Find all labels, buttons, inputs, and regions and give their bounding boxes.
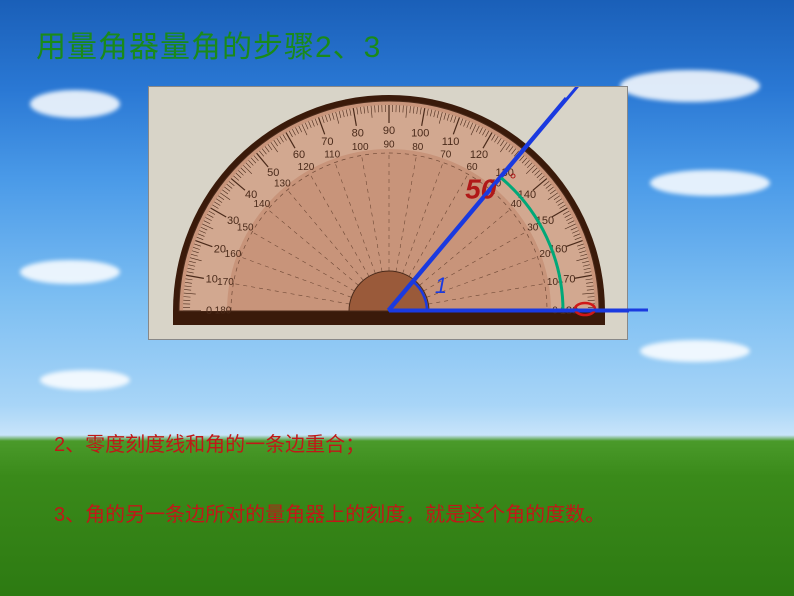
- svg-text:70: 70: [321, 136, 333, 148]
- svg-text:20: 20: [539, 249, 551, 260]
- svg-text:80: 80: [352, 128, 364, 140]
- svg-text:10: 10: [547, 277, 559, 288]
- step-2-text: 2、零度刻度线和角的一条边重合；: [54, 428, 365, 457]
- svg-text:120: 120: [470, 149, 488, 161]
- svg-text:10: 10: [206, 274, 218, 286]
- svg-text:0: 0: [206, 305, 212, 317]
- svg-text:70: 70: [440, 150, 452, 161]
- svg-text:160: 160: [225, 249, 242, 260]
- svg-text:170: 170: [217, 277, 234, 288]
- svg-text:80: 80: [412, 142, 424, 153]
- svg-text:180: 180: [215, 306, 232, 317]
- svg-text:60: 60: [293, 149, 305, 161]
- svg-text:60: 60: [466, 162, 478, 173]
- step-3-text: 3、角的另一条边所对的量角器上的刻度，就是这个角的度数。: [54, 498, 605, 527]
- svg-text:120: 120: [298, 162, 315, 173]
- slide: 用量角器量角的步骤2、3 018010170201603015040140501…: [0, 0, 794, 596]
- svg-text:30: 30: [527, 223, 539, 234]
- cloud-deco: [640, 340, 750, 362]
- svg-text:110: 110: [324, 150, 340, 161]
- svg-text:140: 140: [253, 199, 270, 210]
- cloud-deco: [650, 170, 770, 196]
- cloud-deco: [20, 260, 120, 284]
- svg-text:130: 130: [274, 178, 291, 189]
- svg-text:50: 50: [267, 167, 279, 179]
- cloud-deco: [620, 70, 760, 102]
- slide-title: 用量角器量角的步骤2、3: [36, 22, 381, 66]
- protractor-image: 0180101702016030150401405013060120701108…: [148, 86, 628, 340]
- svg-text:1: 1: [435, 273, 447, 298]
- svg-text:150: 150: [237, 223, 254, 234]
- svg-text:90: 90: [383, 125, 395, 137]
- svg-text:100: 100: [352, 142, 369, 153]
- cloud-deco: [30, 90, 120, 118]
- svg-text:50: 50: [465, 174, 497, 205]
- protractor-svg: 0180101702016030150401405013060120701108…: [149, 87, 629, 341]
- svg-text:100: 100: [411, 128, 429, 140]
- cloud-deco: [40, 370, 130, 390]
- svg-text:40: 40: [511, 199, 523, 210]
- svg-text:90: 90: [383, 140, 395, 151]
- svg-text:°: °: [509, 171, 516, 191]
- svg-text:110: 110: [442, 136, 460, 148]
